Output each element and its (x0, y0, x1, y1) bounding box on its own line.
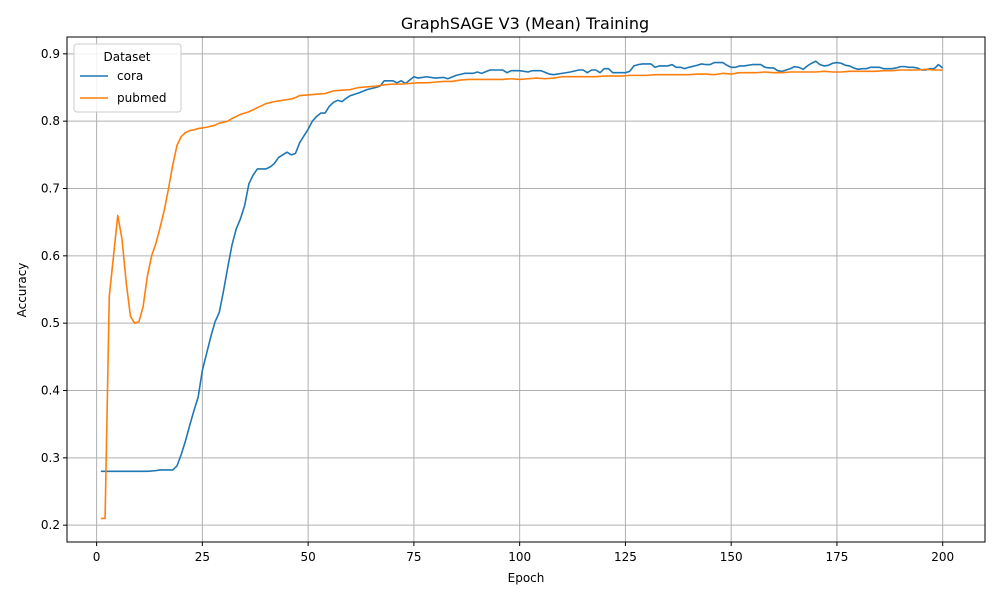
legend-box (73, 43, 182, 113)
x-tick-label: 150 (720, 550, 743, 564)
legend-entries: cora pubmed (80, 69, 167, 105)
x-tick-label: 175 (825, 550, 848, 564)
x-tick-label: 200 (931, 550, 954, 564)
x-axis-label: Epoch (508, 571, 545, 585)
x-tick-label: 25 (195, 550, 210, 564)
y-tick-label: 0.6 (41, 249, 60, 263)
series-line-cora (100, 60, 944, 473)
y-tick-label: 0.9 (41, 47, 60, 61)
x-tick-label: 50 (300, 550, 315, 564)
chart-title: GraphSAGE V3 (Mean) Training (401, 14, 649, 33)
legend-label-cora: cora (117, 69, 143, 83)
plot-frame (66, 36, 986, 543)
x-tick-label: 75 (406, 550, 421, 564)
series-line-pubmed (100, 68, 943, 520)
y-tick-label: 0.7 (41, 182, 60, 196)
legend: Dataset cora pubmed (73, 43, 182, 113)
y-tick-label: 0.3 (41, 451, 60, 465)
y-axis-label: Accuracy (15, 263, 29, 318)
grid-lines (67, 37, 985, 542)
axis-ticks: 0 25 50 75 100 125 150 175 200 0.2 0.3 0.4 0.5 0.6 0.7… (41, 47, 954, 564)
series-lines (100, 60, 944, 520)
legend-title: Dataset (104, 50, 151, 64)
x-tick-label: 100 (508, 550, 531, 564)
y-tick-label: 0.2 (41, 518, 60, 532)
x-tick-label: 125 (614, 550, 637, 564)
y-tick-label: 0.4 (41, 384, 60, 398)
x-tick-label: 0 (93, 550, 101, 564)
y-tick-label: 0.8 (41, 114, 60, 128)
legend-label-pubmed: pubmed (117, 91, 167, 105)
y-tick-label: 0.5 (41, 316, 60, 330)
